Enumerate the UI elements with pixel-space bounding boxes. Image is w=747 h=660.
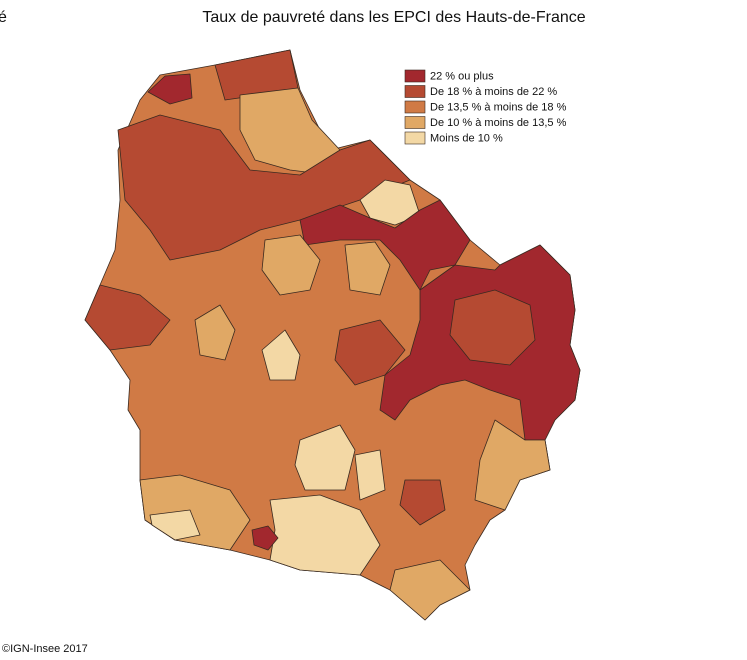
legend-label: 22 % ou plus bbox=[430, 70, 494, 82]
legend-swatch bbox=[404, 85, 426, 98]
epci-area bbox=[149, 509, 201, 541]
legend-label: De 18 % à moins de 22 % bbox=[430, 86, 557, 98]
map bbox=[84, 49, 581, 621]
epci-area bbox=[147, 73, 193, 105]
epci-area bbox=[344, 241, 391, 296]
legend-swatch bbox=[404, 100, 426, 114]
legend-swatch bbox=[404, 116, 426, 129]
title-fragment: é bbox=[0, 9, 7, 26]
epci-area bbox=[389, 559, 471, 621]
epci-area bbox=[399, 479, 446, 526]
legend-label: De 10 % à moins de 13,5 % bbox=[430, 117, 567, 129]
legend-label: Moins de 10 % bbox=[430, 132, 503, 144]
legend-label: De 13,5 % à moins de 18 % bbox=[430, 101, 567, 113]
source: ©IGN-Insee 2017 bbox=[2, 643, 88, 655]
epci-area bbox=[354, 449, 386, 501]
legend: 22 % ou plus De 18 % à moins de 22 % De 13… bbox=[404, 69, 567, 145]
epci-area bbox=[194, 304, 236, 361]
epci-area bbox=[84, 284, 171, 351]
epci-area bbox=[334, 319, 406, 386]
epci-area bbox=[474, 419, 551, 511]
map-title: Taux de pauvreté dans les EPCI des Hauts… bbox=[202, 9, 585, 26]
legend-swatch bbox=[404, 69, 426, 83]
epci-area bbox=[251, 525, 279, 551]
epci-area bbox=[449, 289, 536, 366]
epci-area bbox=[294, 424, 356, 491]
epci-area bbox=[261, 329, 301, 381]
legend-swatch bbox=[404, 131, 426, 145]
epci-area bbox=[261, 234, 321, 296]
